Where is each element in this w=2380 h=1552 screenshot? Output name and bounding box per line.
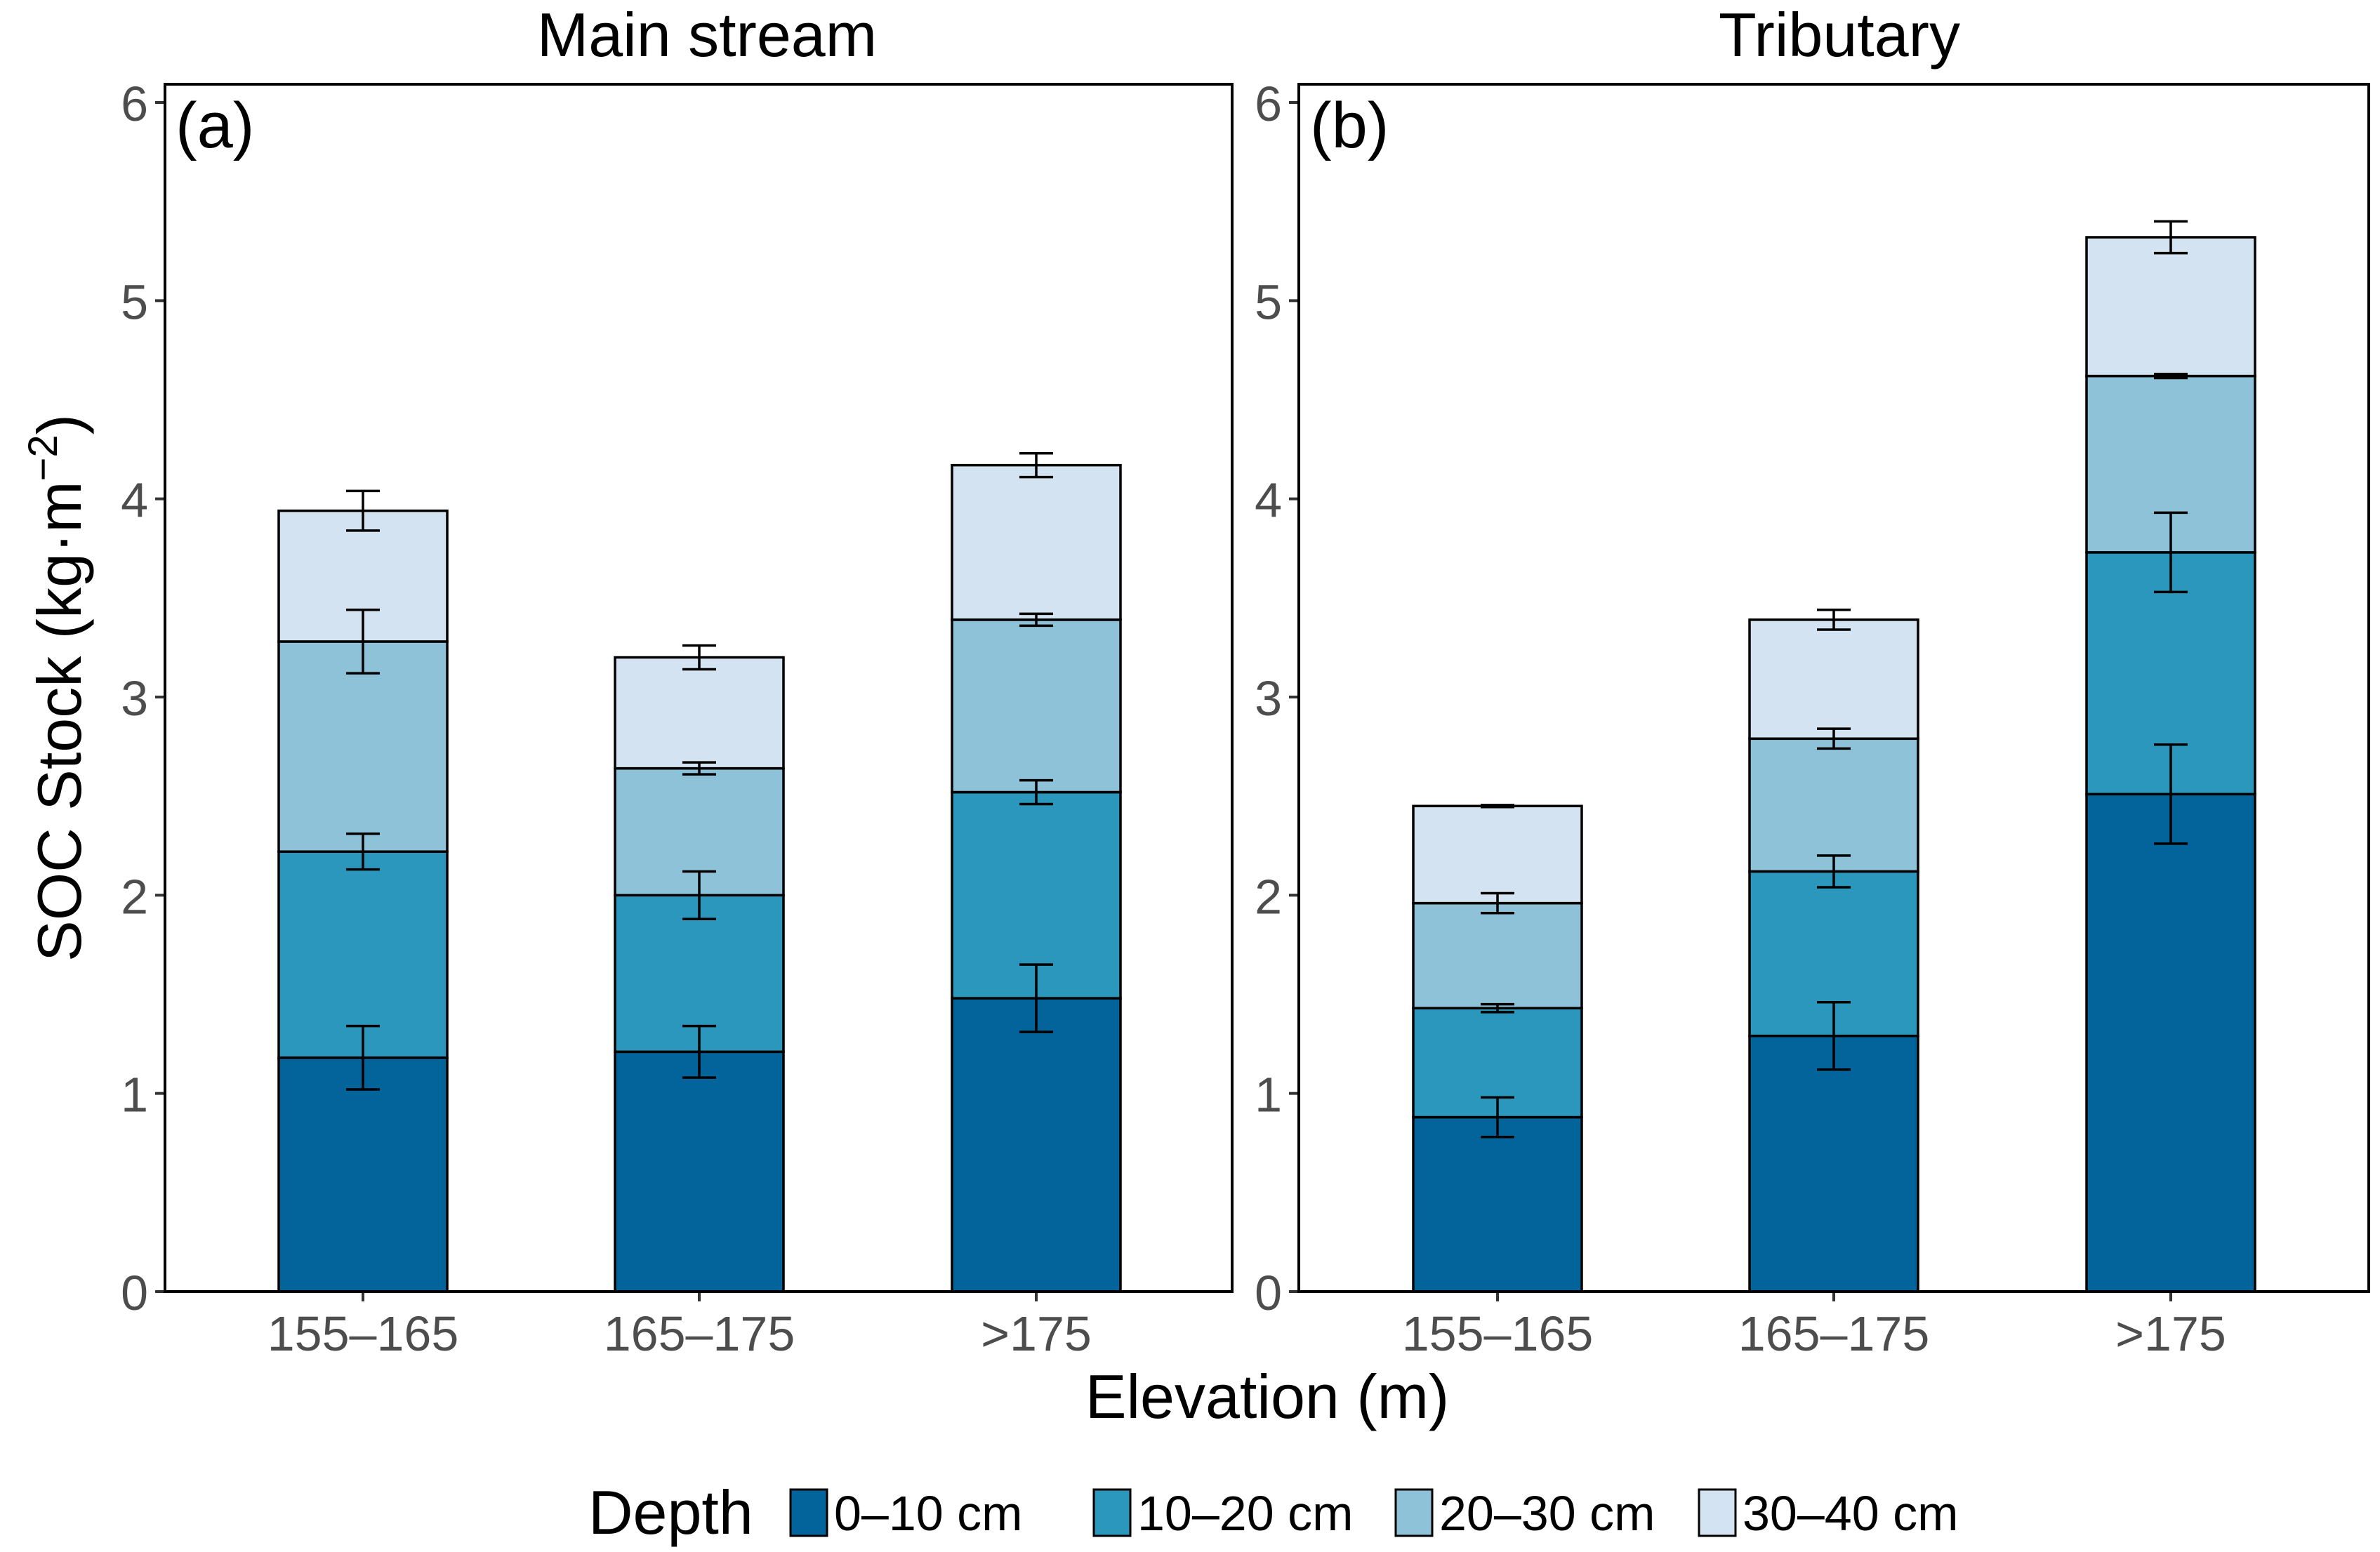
y-axis-label: SOC Stock (kg·m−2) <box>20 414 94 962</box>
y-tick-label: 5 <box>121 274 148 329</box>
plot-area: 0 1 2 3 4 5 6 155–165 165–175 >175 <box>121 77 1122 1361</box>
error-bar <box>346 489 380 532</box>
bar-segment <box>2085 236 2256 378</box>
error-bar <box>1019 778 1053 806</box>
error-bar <box>1481 891 1514 915</box>
bar-segment <box>277 850 449 1059</box>
y-tick-label: 6 <box>121 77 148 131</box>
error-bar <box>1481 1002 1514 1014</box>
x-tick-label: 155–165 <box>267 1306 459 1361</box>
error-bar <box>682 761 716 776</box>
error-bar <box>1019 963 1053 1033</box>
bar-segment <box>2085 792 2256 1293</box>
y-tick-label: 3 <box>121 671 148 726</box>
bar-segment <box>1748 737 1919 873</box>
error-bar <box>2154 511 2188 594</box>
error-bar <box>346 833 380 871</box>
error-bar <box>346 609 380 675</box>
error-bar <box>2154 743 2188 845</box>
legend-title: Depth <box>588 1478 753 1547</box>
error-bar <box>2154 373 2188 380</box>
y-axis-label-base: SOC Stock (kg·m <box>25 481 94 962</box>
y-tick-label: 4 <box>1255 473 1282 528</box>
panel-tag: (b) <box>1310 90 1389 161</box>
bar-segment <box>1412 1115 1583 1293</box>
error-bar <box>1481 804 1514 809</box>
y-tick-label: 2 <box>1255 869 1282 924</box>
bar-segment <box>277 1056 449 1293</box>
legend-label: 30–40 cm <box>1743 1486 1958 1541</box>
y-axis-label-close: ) <box>25 414 94 435</box>
legend-item: 30–40 cm <box>1698 1486 1958 1541</box>
y-tick-label: 0 <box>1255 1266 1282 1320</box>
y-tick-label: 2 <box>121 869 148 924</box>
bar-segment <box>614 1050 785 1293</box>
error-bar <box>682 870 716 920</box>
error-bar <box>682 1024 716 1079</box>
legend-item: 0–10 cm <box>789 1486 1022 1541</box>
legend: Depth 0–10 cm 10–20 cm 20–30 cm 30–40 cm <box>588 1478 1958 1547</box>
y-axis-label-superscript: −2 <box>20 435 66 481</box>
legend-label: 20–30 cm <box>1439 1486 1655 1541</box>
y-tick-label: 6 <box>1255 77 1282 131</box>
error-bar <box>1019 612 1053 628</box>
panel-title: Main stream <box>537 0 877 69</box>
error-bar <box>2154 220 2188 255</box>
panel-main-stream: Main stream 0 1 2 3 4 5 6 155–165 165–175 >175 (a… <box>121 0 1234 1361</box>
bar-segment <box>951 618 1122 794</box>
legend-swatch <box>1698 1488 1737 1537</box>
y-tick-label: 5 <box>1255 274 1282 329</box>
panel-tag: (a) <box>176 90 254 161</box>
bar-segment <box>1748 618 1919 741</box>
x-axis-label: Elevation (m) <box>1085 1362 1449 1431</box>
bar-segment <box>1412 804 1583 905</box>
bar-segment <box>951 997 1122 1293</box>
legend-swatch <box>789 1488 828 1537</box>
panel-tributary: Tributary 0 1 2 3 4 5 6 155–165 165–175 >175 (b) <box>1255 0 2370 1361</box>
y-tick-label: 4 <box>121 473 148 528</box>
y-tick-label: 1 <box>1255 1068 1282 1122</box>
error-bar <box>1019 451 1053 479</box>
panel-title: Tributary <box>1719 0 1960 69</box>
legend-swatch <box>1092 1488 1132 1537</box>
legend-items: 0–10 cm 10–20 cm 20–30 cm 30–40 cm <box>789 1486 1958 1541</box>
error-bar <box>1481 1096 1514 1139</box>
error-bar <box>1817 609 1851 631</box>
x-tick-label: 165–175 <box>1738 1306 1930 1361</box>
panel-border <box>1297 83 2370 1293</box>
x-tick-label: >175 <box>981 1306 1092 1361</box>
bar-segment <box>277 509 449 643</box>
bar-segment <box>951 463 1122 621</box>
error-bar <box>346 1024 380 1091</box>
legend-label: 10–20 cm <box>1137 1486 1353 1541</box>
x-tick-label: 155–165 <box>1402 1306 1594 1361</box>
error-bar <box>1817 854 1851 889</box>
legend-item: 20–30 cm <box>1394 1486 1655 1541</box>
bar-segment <box>1748 1035 1919 1293</box>
bar-segment <box>614 656 785 770</box>
panel-border <box>164 83 1234 1293</box>
legend-item: 10–20 cm <box>1092 1486 1353 1541</box>
legend-label: 0–10 cm <box>834 1486 1022 1541</box>
error-bar <box>682 644 716 671</box>
error-bar <box>1817 1001 1851 1071</box>
x-tick-label: 165–175 <box>604 1306 795 1361</box>
y-tick-label: 1 <box>121 1068 148 1122</box>
y-tick-label: 3 <box>1255 671 1282 726</box>
bar-segment <box>1412 901 1583 1010</box>
legend-swatch <box>1394 1488 1434 1537</box>
y-tick-label: 0 <box>121 1266 148 1320</box>
plot-area: 0 1 2 3 4 5 6 155–165 165–175 >175 <box>1255 77 2256 1361</box>
error-bar <box>1817 727 1851 750</box>
x-tick-label: >175 <box>2115 1306 2226 1361</box>
